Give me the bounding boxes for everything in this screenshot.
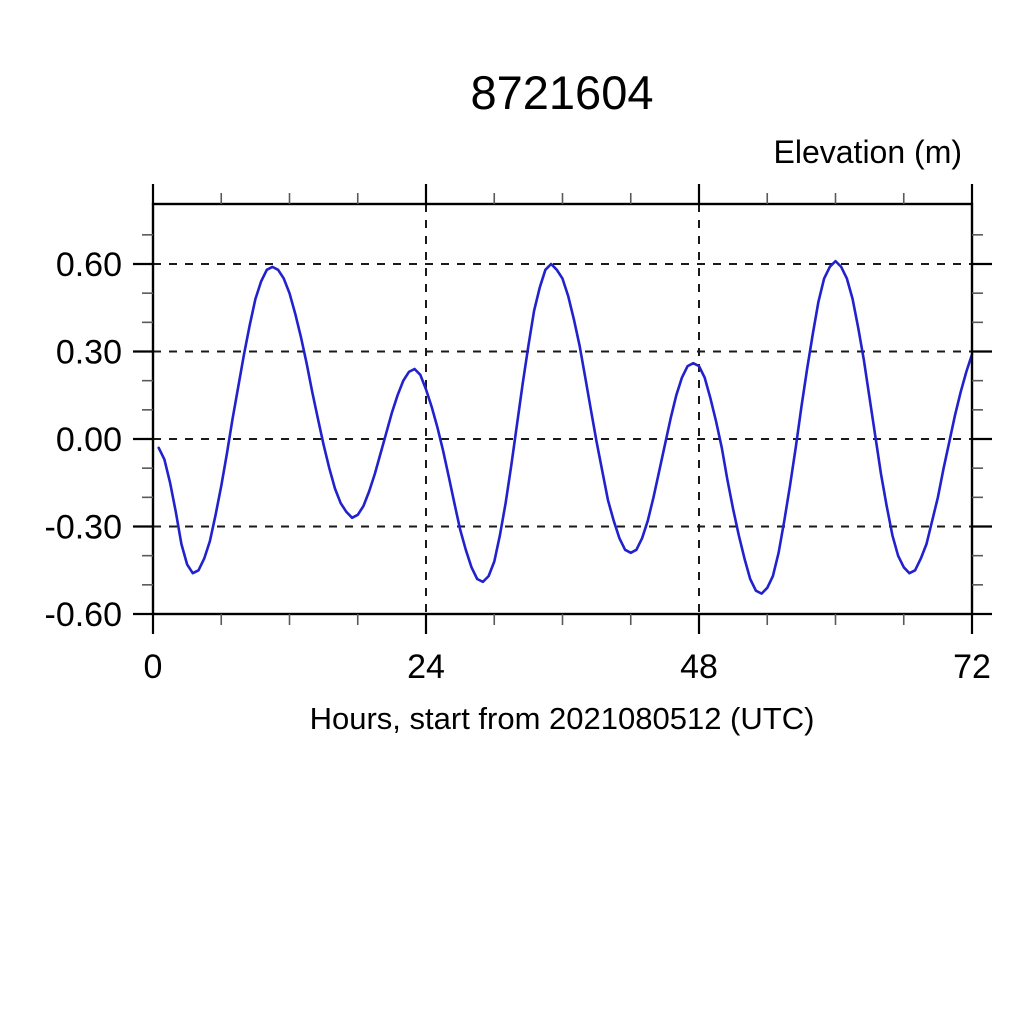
- plot-frame-layer: [151, 202, 974, 616]
- tick-labels-layer: 0 24 48 72 0.60 0.30 0.00 -0.30 -0.60: [45, 246, 991, 686]
- gridlines-layer: [152, 204, 973, 615]
- y-tick-label: -0.60: [45, 596, 123, 634]
- y-tick-label: 0.30: [56, 334, 122, 372]
- x-tick-label: 0: [144, 648, 163, 686]
- plot-frame: [151, 202, 974, 616]
- elevation-curve: [157, 259, 974, 595]
- x-tick-label: 24: [407, 648, 445, 686]
- x-tick-label: 72: [953, 648, 991, 686]
- x-tick-label: 48: [680, 648, 718, 686]
- ticks-layer: [133, 184, 992, 634]
- y-axis-title: Elevation (m): [774, 134, 963, 170]
- y-tick-label: -0.30: [45, 509, 123, 547]
- chart-title: 8721604: [471, 66, 654, 119]
- y-tick-label: 0.00: [56, 421, 122, 459]
- curve-layer: [157, 259, 974, 595]
- x-axis-label: Hours, start from 2021080512 (UTC): [310, 701, 815, 736]
- y-tick-label: 0.60: [56, 246, 122, 284]
